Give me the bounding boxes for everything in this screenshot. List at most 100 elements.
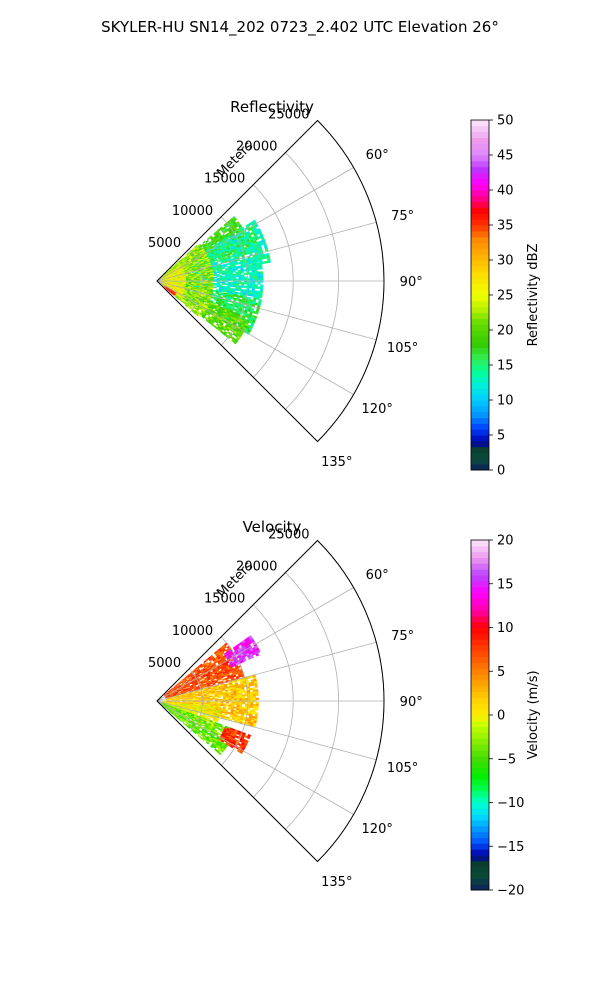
radar-gate-cell xyxy=(249,691,254,695)
colorbar-segment xyxy=(471,184,489,191)
radar-gate-cell xyxy=(238,278,242,281)
radar-gate-cell xyxy=(235,275,239,278)
radar-gate-cell xyxy=(218,707,222,710)
radar-gate-cell xyxy=(237,288,242,292)
radar-gate-cell xyxy=(238,274,242,278)
colorbar-segment xyxy=(471,330,489,337)
radar-gate-cell xyxy=(182,698,186,700)
colorbar-segment xyxy=(471,160,489,168)
radar-gate-cell xyxy=(232,270,236,273)
radar-gate-cell xyxy=(241,694,246,697)
radar-gate-cell xyxy=(249,286,253,289)
radar-gate-cell xyxy=(220,704,224,707)
radar-gate-cell xyxy=(232,285,237,288)
radar-gate-cell xyxy=(242,701,246,704)
radar-gate-cell xyxy=(214,695,218,697)
radar-gate-cell xyxy=(243,278,248,281)
radar-gate-cell xyxy=(255,701,259,705)
radar-gate-cell xyxy=(251,303,256,307)
colorbar-tick-label: 50 xyxy=(497,114,514,129)
colorbar-segment xyxy=(471,125,489,133)
radar-gate-cell xyxy=(250,695,254,699)
radar-gate-cell xyxy=(222,283,226,285)
radar-gate-cell xyxy=(239,701,243,704)
radar-gate-cell xyxy=(260,275,264,279)
radar-gate-cell xyxy=(238,276,242,279)
radar-gate-cell xyxy=(214,710,218,713)
radar-gate-cell xyxy=(252,276,256,279)
radar-gate-cell xyxy=(233,278,237,281)
radar-gate-cell xyxy=(236,694,240,697)
radar-gate-cell xyxy=(250,701,254,705)
radar-gate-cell xyxy=(255,703,259,707)
radar-gate-cell xyxy=(247,697,251,701)
radar-gate-cell xyxy=(185,278,189,280)
colorbar-segment xyxy=(471,429,489,436)
colorbar-segment xyxy=(471,335,489,343)
colorbar-segment xyxy=(471,225,489,232)
colorbar-segment xyxy=(471,394,489,401)
colorbar-segment xyxy=(471,365,489,372)
colorbar-segment xyxy=(471,411,489,418)
theta-tick-label: 120° xyxy=(362,402,393,417)
colorbar-tick-label: 45 xyxy=(497,149,514,164)
radar-gate-cell xyxy=(251,271,255,275)
colorbar-segment xyxy=(471,213,489,220)
colorbar-tick-label: 15 xyxy=(497,359,514,374)
radar-gate-cell xyxy=(255,697,259,701)
radar-gate-cell xyxy=(231,698,235,701)
radar-gate-cell xyxy=(238,712,242,715)
radar-gate-cell xyxy=(259,271,264,274)
colorbar-segment xyxy=(471,242,489,249)
colorbar-segment xyxy=(471,143,489,150)
radar-gate-cell xyxy=(224,274,228,277)
radar-gate-cell xyxy=(228,707,232,710)
radar-gate-cell xyxy=(228,698,232,701)
radar-gate-cell xyxy=(198,699,202,701)
reflectivity-panel: Reflectivity 50001000015000200002500060°… xyxy=(148,98,541,479)
radar-gate-cell xyxy=(216,277,220,280)
colorbar-segment xyxy=(471,446,489,453)
radar-gate-cell xyxy=(227,689,231,692)
colorbar-segment xyxy=(471,452,489,459)
colorbar-segment xyxy=(471,376,489,383)
radar-gate-cell xyxy=(227,712,231,715)
radar-gate-cell xyxy=(212,697,216,700)
radar-gate-cell xyxy=(255,691,259,694)
radar-gate-cell xyxy=(243,268,247,272)
radar-gate-cell xyxy=(236,698,240,701)
colorbar-segment xyxy=(471,283,489,290)
colorbar-segment xyxy=(471,265,489,273)
radar-gate-cell xyxy=(259,266,263,270)
r-tick-label: 10000 xyxy=(172,204,213,219)
radar-gate-cell xyxy=(236,701,240,704)
radar-gate-cell xyxy=(251,286,256,289)
radar-gate-cell xyxy=(227,278,231,281)
radar-gate-cell xyxy=(249,284,253,287)
radar-gate-cell xyxy=(238,281,242,285)
radar-gate-cell xyxy=(218,272,223,275)
radar-gate-cell xyxy=(227,283,231,286)
radar-gate-cell xyxy=(257,273,261,277)
colorbar-tick-label: 5 xyxy=(497,429,505,444)
radar-gate-cell xyxy=(236,703,240,706)
radar-gate-cell xyxy=(177,281,181,283)
colorbar-segment xyxy=(471,260,489,267)
radar-gate-cell xyxy=(233,696,238,699)
radar-gate-cell xyxy=(201,315,205,319)
colorbar-segment xyxy=(471,347,489,354)
radar-gate-cell xyxy=(231,701,235,704)
figure-suptitle: SKYLER-HU SN14_202 0723_2.402 UTC Elevat… xyxy=(101,18,499,37)
radar-gate-cell xyxy=(231,695,235,698)
radar-gate-cell xyxy=(184,697,188,699)
colorbar-tick-label: 20 xyxy=(497,324,514,339)
radar-gate-cell xyxy=(226,335,231,340)
radar-gate-cell xyxy=(254,286,258,289)
radar-gate-cell xyxy=(235,281,239,285)
theta-tick-label: 135° xyxy=(321,455,352,470)
radar-gate-cell xyxy=(246,278,250,281)
radar-gate-cell xyxy=(252,284,256,287)
radar-gate-cell xyxy=(234,294,238,298)
radar-gate-cell xyxy=(241,278,245,281)
